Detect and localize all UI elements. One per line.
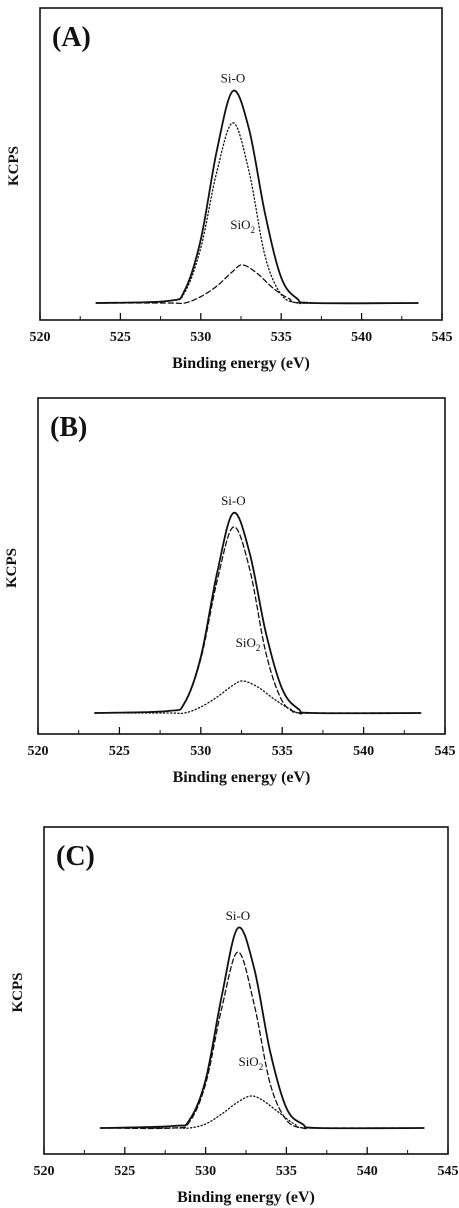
series-dotted-line bbox=[95, 122, 419, 305]
x-tick-label: 545 bbox=[438, 1164, 459, 1179]
x-axis-label: Binding energy (eV) bbox=[172, 355, 310, 372]
plot-frame bbox=[39, 7, 443, 321]
x-tick-label: 545 bbox=[435, 744, 456, 759]
x-tick-label: 535 bbox=[272, 744, 293, 759]
plot-frame bbox=[37, 397, 446, 735]
peak-annotation: SiO2 bbox=[236, 635, 261, 653]
peak-annotation: Si-O bbox=[226, 908, 251, 923]
x-tick-label: 535 bbox=[276, 1164, 297, 1179]
series-dashed-line bbox=[95, 264, 419, 305]
x-tick-label: 530 bbox=[190, 744, 211, 759]
x-tick-label: 540 bbox=[357, 1164, 378, 1179]
x-axis-label: Binding energy (eV) bbox=[173, 769, 311, 786]
series-dotted-line bbox=[99, 1095, 425, 1129]
y-axis-label: KCPS bbox=[10, 972, 26, 1012]
x-tick-label: 520 bbox=[28, 744, 49, 759]
y-axis-label: KCPS bbox=[4, 548, 20, 588]
plot-frame bbox=[43, 826, 449, 1155]
x-tick-label: 525 bbox=[110, 330, 131, 345]
series-dashed-line bbox=[94, 526, 422, 715]
series-dashed-line bbox=[99, 951, 425, 1130]
x-tick-label: 540 bbox=[353, 744, 374, 759]
x-tick-label: 545 bbox=[432, 330, 453, 345]
x-tick-label: 520 bbox=[34, 1164, 55, 1179]
series-solid-line bbox=[95, 89, 419, 305]
peak-annotation: Si-O bbox=[221, 71, 246, 86]
series-solid-line bbox=[99, 926, 425, 1130]
x-axis-label: Binding energy (eV) bbox=[177, 1189, 315, 1206]
x-tick-label: 540 bbox=[351, 330, 372, 345]
y-axis-label: KCPS bbox=[6, 146, 22, 186]
chart-panel: (C) KCPS 520 525 530 535 540 545 Binding energy … bbox=[10, 826, 459, 1206]
chart-panel: (A) KCPS 520 525 530 535 540 545 Binding energy … bbox=[6, 7, 453, 372]
peak-annotation: Si-O bbox=[221, 493, 246, 508]
x-tick-label: 525 bbox=[109, 744, 130, 759]
series-dotted-line bbox=[94, 680, 422, 715]
x-tick-label: 530 bbox=[195, 1164, 216, 1179]
peak-annotation: SiO2 bbox=[238, 1054, 263, 1072]
x-tick-label: 520 bbox=[30, 330, 51, 345]
panel-label: (C) bbox=[56, 841, 95, 872]
chart-panel: (B) KCPS 520 525 530 535 540 545 Binding energy … bbox=[4, 397, 456, 786]
x-tick-label: 530 bbox=[190, 330, 211, 345]
panel-label: (A) bbox=[52, 22, 91, 53]
peak-annotation: SiO2 bbox=[230, 217, 255, 235]
x-tick-label: 525 bbox=[114, 1164, 135, 1179]
panel-label: (B) bbox=[50, 412, 87, 443]
x-tick-label: 535 bbox=[271, 330, 292, 345]
